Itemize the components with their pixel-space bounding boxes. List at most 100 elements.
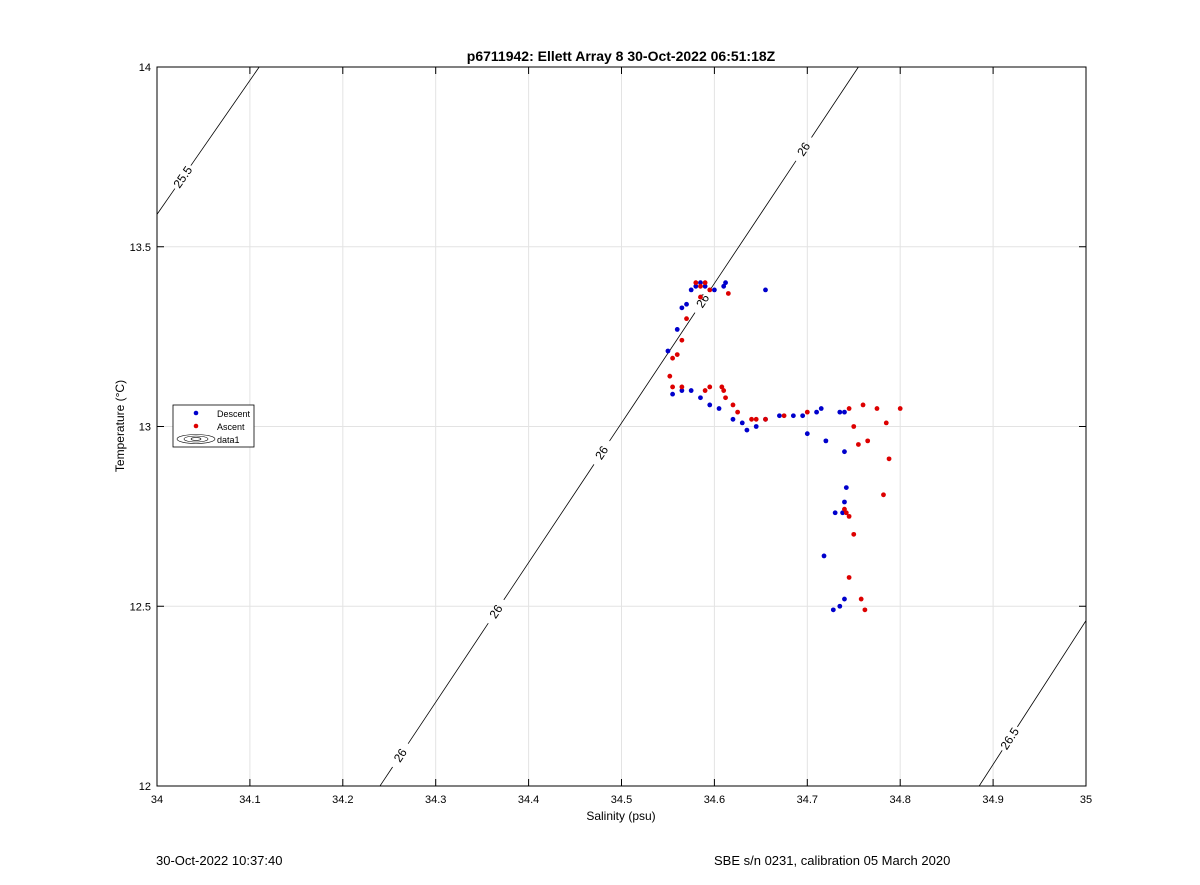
- x-tick-label: 34.2: [332, 794, 353, 806]
- point-ascent: [842, 506, 847, 512]
- point-descent: [684, 301, 689, 307]
- point-ascent: [874, 406, 880, 411]
- point-ascent: [855, 442, 861, 447]
- point-ascent: [883, 420, 889, 426]
- point-descent: [670, 391, 675, 397]
- point-descent: [739, 420, 745, 426]
- point-descent: [837, 603, 843, 609]
- point-ascent: [886, 456, 892, 462]
- point-descent: [688, 388, 694, 393]
- x-axis-label: Salinity (psu): [586, 809, 655, 823]
- contour-line-25.5: [156, 188, 176, 215]
- point-ascent: [670, 384, 675, 390]
- point-descent: [818, 406, 824, 411]
- point-descent: [763, 287, 768, 293]
- point-ascent: [851, 424, 857, 429]
- point-descent: [723, 280, 728, 286]
- point-ascent: [763, 416, 768, 422]
- point-descent: [832, 510, 838, 516]
- footer-calibration: SBE s/n 0231, calibration 05 March 2020: [714, 853, 951, 868]
- point-ascent: [679, 337, 685, 343]
- point-descent: [674, 327, 680, 332]
- contour-label: 26: [693, 291, 712, 310]
- point-descent: [698, 280, 703, 286]
- point-ascent: [858, 596, 864, 602]
- point-descent: [777, 413, 782, 419]
- point-ascent: [674, 352, 680, 357]
- point-descent: [790, 413, 796, 419]
- data-points: [665, 280, 903, 613]
- point-ascent: [698, 294, 703, 300]
- x-tick-label: 34.9: [982, 794, 1003, 806]
- y-axis-label: Temperature (°C): [113, 380, 127, 472]
- point-descent: [707, 402, 713, 408]
- point-ascent: [725, 291, 731, 296]
- grid-lines: [157, 67, 1086, 786]
- contour-line-26: [811, 66, 859, 138]
- point-descent: [842, 409, 847, 415]
- contour-label: 26.5: [998, 725, 1023, 752]
- x-tick-label: 34.3: [425, 794, 446, 806]
- point-descent: [679, 305, 685, 311]
- point-ascent: [730, 402, 736, 408]
- point-ascent: [846, 406, 852, 411]
- contour-label: 26: [487, 602, 506, 621]
- legend-label-ascent: Ascent: [217, 422, 245, 432]
- contour-label: 26: [592, 443, 611, 462]
- point-descent: [814, 409, 819, 415]
- contour-line-26.5: [1017, 620, 1087, 728]
- point-descent: [688, 287, 694, 293]
- axis-ticks: 34 34.1 34.2 34.3 34.4 34.5 34.6 34.7 34.8 34.9 35…: [130, 62, 1093, 806]
- x-tick-label: 34.1: [239, 794, 260, 806]
- contour-line-26.5: [978, 750, 1003, 787]
- point-ascent: [721, 388, 727, 393]
- point-ascent: [698, 283, 703, 289]
- point-descent: [821, 553, 827, 559]
- contour-label: 26: [391, 746, 410, 765]
- point-descent: [842, 499, 847, 505]
- point-ascent: [749, 416, 754, 422]
- point-ascent: [862, 607, 868, 613]
- point-descent: [842, 449, 847, 455]
- y-tick-label: 12.5: [130, 601, 151, 613]
- legend-box: [172, 404, 255, 448]
- point-ascent: [881, 492, 886, 498]
- legend-marker-ascent: [193, 423, 199, 429]
- point-ascent: [804, 409, 810, 415]
- x-tick-label: 34.4: [518, 794, 539, 806]
- point-ascent: [707, 287, 713, 293]
- legend-marker-contour: [176, 434, 216, 444]
- point-ascent: [865, 438, 871, 444]
- point-descent: [843, 485, 849, 491]
- contour-line-26: [710, 160, 797, 290]
- point-ascent: [723, 395, 728, 401]
- point-descent: [702, 283, 708, 289]
- legend-label-descent: Descent: [217, 409, 251, 419]
- point-descent: [842, 596, 847, 602]
- point-ascent: [735, 409, 741, 415]
- x-tick-label: 34: [151, 794, 163, 806]
- point-descent: [823, 438, 829, 444]
- contour-line-26: [503, 464, 595, 601]
- point-ascent: [693, 280, 699, 286]
- point-ascent: [897, 406, 903, 411]
- point-descent: [716, 406, 722, 411]
- footer-timestamp: 30-Oct-2022 10:37:40: [156, 853, 283, 868]
- point-descent: [693, 283, 699, 289]
- point-descent: [698, 395, 703, 401]
- point-ascent: [843, 510, 849, 516]
- point-ascent: [707, 384, 713, 390]
- point-ascent: [851, 531, 857, 537]
- point-ascent: [846, 575, 852, 580]
- point-descent: [804, 431, 810, 437]
- x-tick-label: 35: [1080, 794, 1092, 806]
- point-ascent: [679, 384, 685, 390]
- y-tick-label: 13: [139, 422, 151, 434]
- point-ascent: [702, 388, 708, 393]
- chart-title: p6711942: Ellett Array 8 30-Oct-2022 06:…: [467, 48, 776, 64]
- x-tick-label: 34.5: [611, 794, 632, 806]
- y-tick-label: 13.5: [130, 242, 151, 254]
- legend-label-data1: data1: [217, 435, 240, 445]
- point-descent: [665, 348, 671, 354]
- x-tick-label: 34.7: [797, 794, 818, 806]
